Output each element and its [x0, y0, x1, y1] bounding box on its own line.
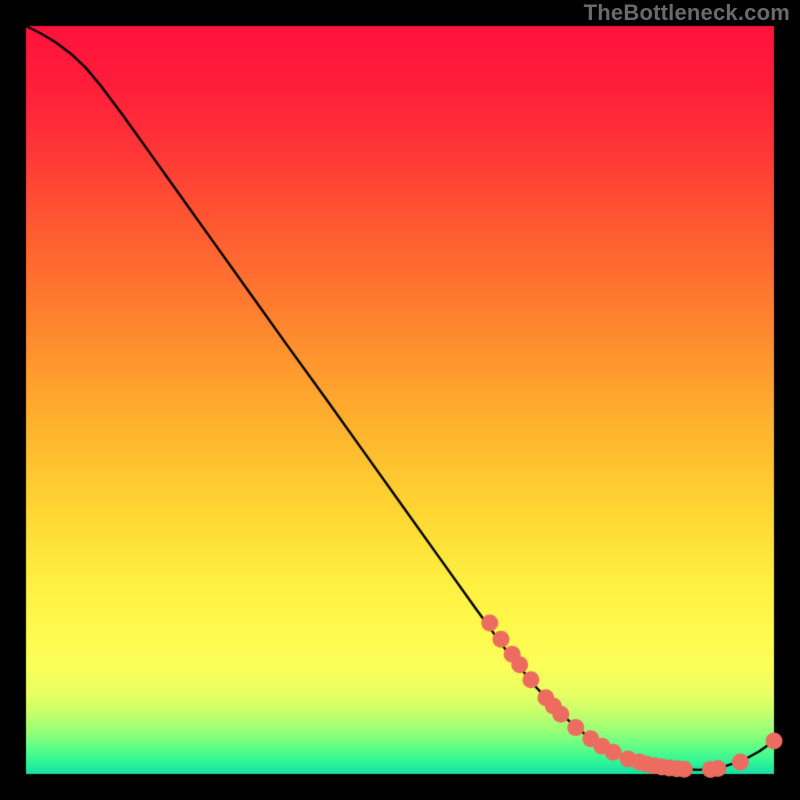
attribution-watermark: TheBottleneck.com	[584, 0, 790, 26]
chart-canvas	[0, 0, 800, 800]
chart-root: TheBottleneck.com	[0, 0, 800, 800]
